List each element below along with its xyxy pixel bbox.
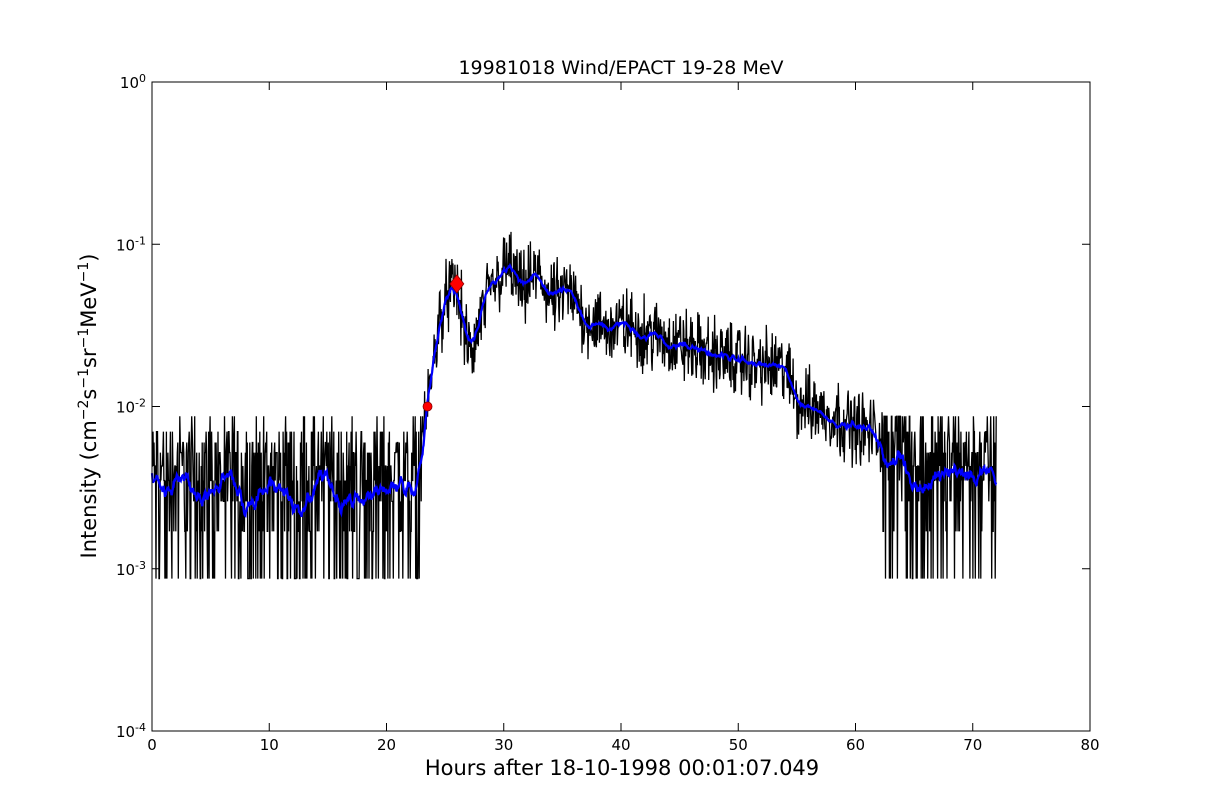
- y-tick-label: 10-4: [116, 721, 146, 742]
- plot-area: [150, 231, 998, 580]
- x-tick-label: 10: [260, 736, 279, 754]
- y-tick-label: 100: [120, 72, 146, 93]
- smoothed-intensity-series: [150, 262, 998, 518]
- y-tick-label: 10-2: [116, 396, 146, 417]
- onset-marker: [422, 401, 433, 412]
- chart-title: 19981018 Wind/EPACT 19-28 MeV: [458, 57, 783, 79]
- x-tick-label: 80: [1080, 736, 1099, 754]
- x-tick-label: 70: [963, 736, 982, 754]
- raw-intensity-series: [151, 231, 997, 580]
- y-axis-label: Intensity (cm−2s−1sr−1MeV−1): [76, 254, 101, 559]
- x-axis-label: Hours after 18-10-1998 00:01:07.049: [425, 756, 819, 780]
- x-tick-label: 20: [377, 736, 396, 754]
- peak-marker: [449, 274, 465, 294]
- y-tick-label: 10-1: [116, 234, 146, 255]
- x-tick-label: 0: [147, 736, 157, 754]
- x-tick-label: 50: [729, 736, 748, 754]
- x-tick-label: 60: [846, 736, 865, 754]
- y-tick-label: 10-3: [116, 558, 146, 579]
- axis-ticks: 0 10 20 30 40 50 60 70 80 10-4 10-3 10-2 10-1 100: [116, 72, 1100, 755]
- x-tick-label: 30: [494, 736, 513, 754]
- x-tick-label: 40: [611, 736, 630, 754]
